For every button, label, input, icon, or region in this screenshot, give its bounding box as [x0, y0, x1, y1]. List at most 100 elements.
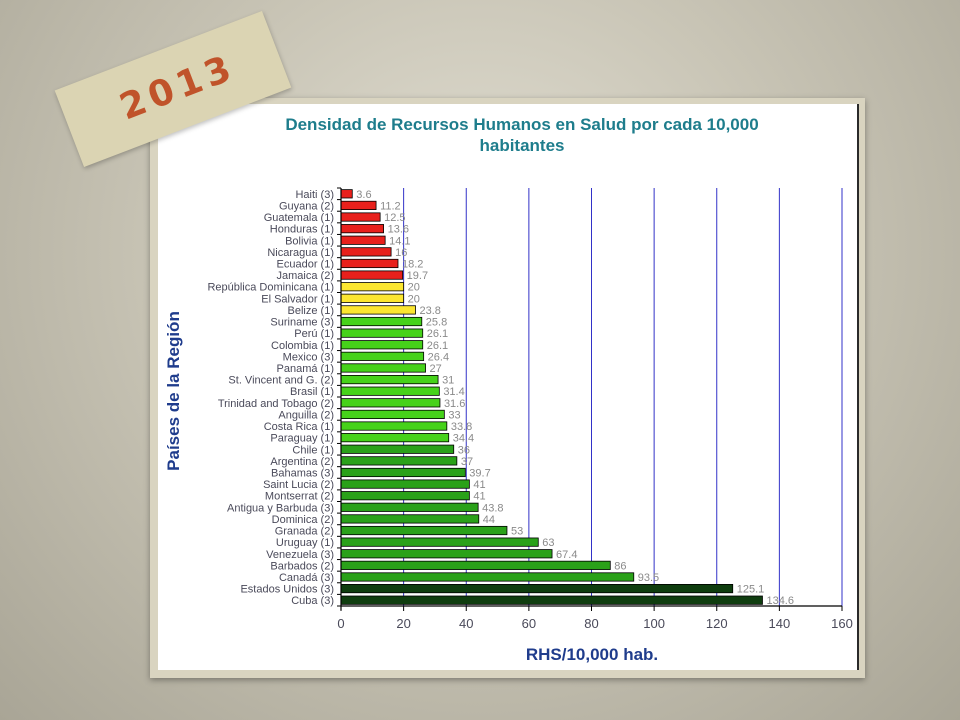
- value-label: 26.1: [427, 340, 448, 352]
- value-label: 41: [473, 479, 485, 491]
- category-label: Antigua y Barbuda (3): [227, 502, 334, 514]
- value-label: 44: [483, 514, 495, 526]
- bar: [340, 525, 508, 536]
- bar: [340, 293, 405, 303]
- category-label: Venezuela (3): [266, 549, 334, 561]
- grid-lines: [403, 188, 843, 606]
- bar: [340, 224, 384, 234]
- x-tick-label: 0: [337, 616, 344, 631]
- value-label: 26.1: [427, 328, 448, 340]
- value-label: 39.7: [469, 467, 490, 479]
- bar: [340, 479, 470, 489]
- bar: [340, 560, 611, 570]
- category-label: Guyana (2): [279, 200, 334, 212]
- value-label: 3.6: [356, 189, 371, 201]
- value-label: 19.7: [407, 270, 428, 282]
- x-tick-labels: 0 20 40 60 80 100 120 140 160: [337, 616, 852, 631]
- y-axis-label: Países de la Región: [164, 311, 183, 471]
- value-label: 37: [461, 456, 473, 468]
- value-label: 31: [442, 375, 454, 387]
- x-tick-label: 120: [706, 616, 728, 631]
- category-label: Uruguay (1): [276, 537, 334, 549]
- value-label: 25.8: [426, 317, 447, 329]
- x-tick-label: 80: [584, 616, 598, 631]
- category-label: Bahamas (3): [271, 467, 334, 479]
- category-label: Dominica (2): [272, 514, 334, 526]
- bar: [340, 444, 455, 454]
- category-labels: Haiti (3)Guyana (2)Guatemala (1)Honduras…: [207, 189, 334, 607]
- category-label: Estados Unidos (3): [240, 584, 334, 596]
- value-label: 20: [408, 282, 420, 294]
- x-tick-label: 40: [459, 616, 473, 631]
- bar: [340, 305, 416, 315]
- slide-frame: [150, 98, 865, 678]
- bar: [340, 258, 399, 269]
- bar: [340, 502, 479, 512]
- chart-title-line-1: Densidad de Recursos Humanos en Salud po…: [285, 115, 758, 134]
- value-label: 27: [430, 363, 442, 375]
- category-label: Barbados (2): [270, 560, 334, 572]
- x-tick-label: 100: [643, 616, 665, 631]
- value-label: 41: [473, 491, 485, 503]
- bar: [340, 375, 439, 385]
- value-label: 13.6: [388, 224, 409, 236]
- x-tick-label: 140: [769, 616, 791, 631]
- category-label: Bolivia (1): [285, 235, 334, 247]
- bar: [340, 351, 425, 361]
- category-label: Saint Lucia (2): [263, 479, 334, 491]
- category-label: Panamá (1): [277, 363, 334, 375]
- bar: [340, 595, 763, 605]
- category-label: Perú (1): [294, 328, 334, 340]
- bar: [340, 467, 466, 478]
- category-label: Paraguay (1): [270, 433, 334, 445]
- value-label: 18.2: [402, 258, 423, 270]
- category-label: Argentina (2): [270, 456, 334, 468]
- bar: [340, 212, 381, 222]
- bar: [340, 514, 480, 524]
- value-label: 134.6: [766, 595, 794, 607]
- category-label: Costa Rica (1): [264, 421, 334, 433]
- value-label: 11.2: [380, 200, 401, 212]
- bar: [340, 421, 448, 431]
- value-label: 43.8: [482, 502, 503, 514]
- value-label: 53: [511, 526, 523, 538]
- bar: [340, 316, 423, 327]
- value-label: 34.4: [453, 433, 474, 445]
- category-label: Anguilla (2): [278, 409, 334, 421]
- value-label: 93.5: [638, 572, 659, 584]
- category-label: República Dominicana (1): [207, 282, 334, 294]
- bar: [340, 235, 386, 245]
- bar: [340, 537, 539, 547]
- bar: [340, 433, 450, 443]
- category-label: Canadá (3): [279, 572, 334, 584]
- category-label: Montserrat (2): [265, 491, 334, 503]
- bar: [340, 282, 405, 292]
- x-tick-label: 60: [522, 616, 536, 631]
- bars: [340, 189, 763, 605]
- category-label: Granada (2): [275, 526, 334, 538]
- bar: [340, 491, 470, 501]
- bar: [340, 409, 445, 419]
- value-label: 12.5: [384, 212, 405, 224]
- category-label: Ecuador (1): [277, 258, 334, 270]
- axes: [337, 187, 843, 611]
- chart-title-line-2: habitantes: [479, 136, 564, 155]
- value-label: 67.4: [556, 549, 577, 561]
- bar: [340, 398, 441, 408]
- bar: [340, 456, 458, 466]
- x-axis-label: RHS/10,000 hab.: [526, 645, 658, 664]
- value-label: 23.8: [420, 305, 441, 317]
- bar: [340, 549, 553, 559]
- value-label: 86: [614, 560, 626, 572]
- value-label: 14.1: [389, 235, 410, 247]
- bar: [340, 363, 426, 373]
- value-label: 63: [542, 537, 554, 549]
- bar: [340, 247, 392, 257]
- bar: [340, 270, 404, 280]
- category-label: Belize (1): [288, 305, 334, 317]
- value-label: 33.8: [451, 421, 472, 433]
- category-label: Mexico (3): [283, 351, 334, 363]
- value-label: 20: [408, 293, 420, 305]
- category-label: Haiti (3): [295, 189, 334, 201]
